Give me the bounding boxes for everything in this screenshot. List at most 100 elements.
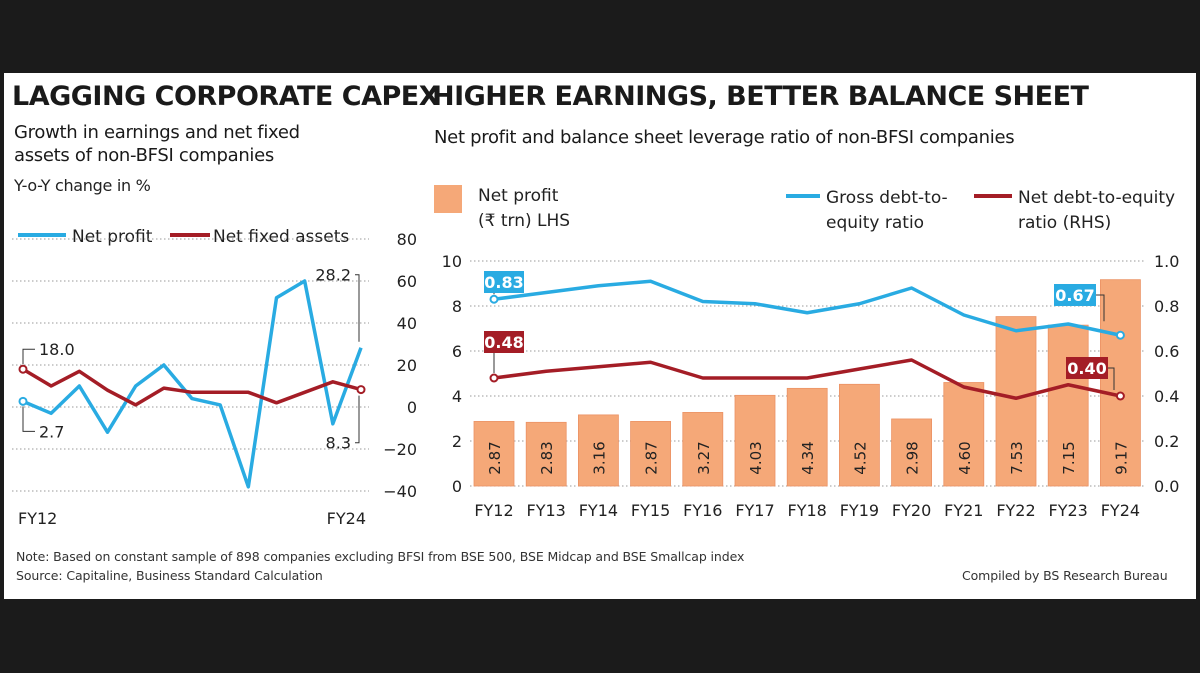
callout-leader [355,395,360,444]
y-tick-label: 80 [397,230,417,249]
x-tick-label: FY24 [1101,501,1140,520]
left-chart-unit-label: Y-o-Y change in % [14,176,151,195]
x-tick-label: FY21 [944,501,983,520]
net-profit-bar [839,383,880,487]
bar-value-label: 2.87 [643,441,661,474]
right-legend: Net profit (₹ trn) LHS Gross debt-to- eq… [434,185,1175,233]
left-y-tick-label: 0 [452,477,462,496]
x-tick-label: FY16 [683,501,722,520]
bar-value-label: 4.03 [747,441,765,474]
right-y-tick-label: 0.6 [1154,342,1179,361]
legend-net-profit-bar-swatch [434,185,462,213]
y-tick-label: −20 [383,440,417,459]
right-y-tick-label: 0.2 [1154,432,1179,451]
infographic-panel: LAGGING CORPORATE CAPEX Growth in earnin… [4,73,1196,599]
callout-net-start-label: 0.48 [484,333,523,352]
callout-gross-end-box [1054,284,1096,306]
callout-net-end-label: 0.40 [1067,359,1106,378]
callout-net-start-box [484,331,524,353]
end-marker [18,396,28,406]
left-line-chart: 80 60 40 20 0 −20 −40 18.0 2.7 28.2 8.3 FY12 FY24 [12,230,417,528]
right-y-tick-label: 0.0 [1154,477,1179,496]
end-marker [356,385,366,395]
bar-value-label: 3.27 [695,441,713,474]
bar-value-label: 7.53 [1008,441,1026,474]
bar-value-label: 4.52 [851,441,869,474]
net-profit-bar [682,412,724,487]
footer-note: Note: Based on constant sample of 898 co… [16,549,745,564]
end-marker [18,364,28,374]
net-profit-bar [578,414,619,487]
bar-value-label: 7.15 [1060,441,1078,474]
x-tick-label: FY24 [327,509,366,528]
x-tick-label: FY14 [579,501,618,520]
left-y-tick-label: 4 [452,387,462,406]
legend-gross-debt-label-line1: Gross debt-to- [826,188,948,208]
x-tick-label: FY18 [788,501,827,520]
callout-gross-end-label: 0.67 [1055,286,1094,305]
net-profit-bar [943,382,985,487]
callout-gross-start-label: 0.83 [484,273,523,292]
end-marker [1115,391,1125,401]
callout-leader [22,406,35,432]
bar-value-label: 3.16 [590,441,608,474]
y-tick-label: 20 [397,356,417,375]
net-profit-bar [473,421,515,487]
callout-leader [1096,294,1105,322]
end-marker [489,294,499,304]
legend-net-profit-label: Net profit [72,227,153,247]
left-y-tick-label: 2 [452,432,462,451]
x-tick-label: FY19 [840,501,879,520]
right-y-tick-label: 0.8 [1154,297,1179,316]
net-profit-bar [734,394,776,487]
x-tick-label: FY23 [1049,501,1088,520]
x-tick-label: FY12 [18,509,57,528]
net-profit-bar [630,421,671,487]
right-y-tick-label: 0.4 [1154,387,1179,406]
bar-value-label: 4.34 [799,441,817,474]
x-tick-label: FY12 [474,501,513,520]
footer-source: Source: Capitaline, Business Standard Ca… [16,568,323,583]
gross-debt-equity-line [493,279,1121,337]
callout-leader [355,274,360,342]
left-y-tick-label: 6 [452,342,462,361]
x-tick-label: FY15 [631,501,670,520]
annotation-fixed-assets-end: 8.3 [326,434,351,453]
end-marker [1115,330,1125,340]
net-profit-bar [786,387,828,487]
y-tick-label: −40 [383,482,417,501]
y-tick-label: 40 [397,314,417,333]
annotation-net-profit-end: 28.2 [315,266,351,285]
legend-net-fixed-assets-label: Net fixed assets [213,227,349,247]
callout-leader [22,348,35,365]
right-chart-title: HIGHER EARNINGS, BETTER BALANCE SHEET [432,81,1089,112]
left-chart-title: LAGGING CORPORATE CAPEX [12,81,440,112]
annotation-net-profit-start: 2.7 [39,422,64,441]
legend-gross-debt-label-line2: equity ratio [826,213,924,233]
right-combo-chart: 0 2 4 6 8 10 0.0 0.2 0.4 0.6 0.8 1.0 2.87 2.83 3.16 2.8… [442,252,1180,520]
left-legend: Net profit Net fixed assets [18,227,349,247]
net-profit-bar [1047,324,1089,487]
left-chart-subtitle-line2: assets of non-BFSI companies [14,145,274,166]
legend-net-debt-label-line1: Net debt-to-equity [1018,188,1175,208]
left-chart-subtitle-line1: Growth in earnings and net fixed [14,122,300,143]
x-tick-label: FY17 [735,501,774,520]
bar-value-label: 9.17 [1112,441,1130,474]
footer-credit: Compiled by BS Research Bureau [962,568,1168,583]
annotation-fixed-assets-start: 18.0 [39,340,75,359]
bar-value-label: 4.60 [956,441,974,474]
legend-net-debt-label-line2: ratio (RHS) [1018,213,1111,233]
legend-net-profit-bar-label-line1: Net profit [478,186,559,206]
x-tick-label: FY13 [527,501,566,520]
bar-value-label: 2.98 [904,441,922,474]
right-y-tick-label: 1.0 [1154,252,1179,271]
y-tick-label: 60 [397,272,417,291]
bar-value-label: 2.87 [486,441,504,474]
net-profit-bar [525,421,567,487]
callout-leader [1108,367,1115,390]
bar-value-label: 2.83 [538,441,556,474]
right-chart-subtitle: Net profit and balance sheet leverage ra… [434,127,1015,148]
net-profit-bar [891,418,932,487]
x-tick-label: FY22 [996,501,1035,520]
callout-gross-start-box [484,271,524,293]
